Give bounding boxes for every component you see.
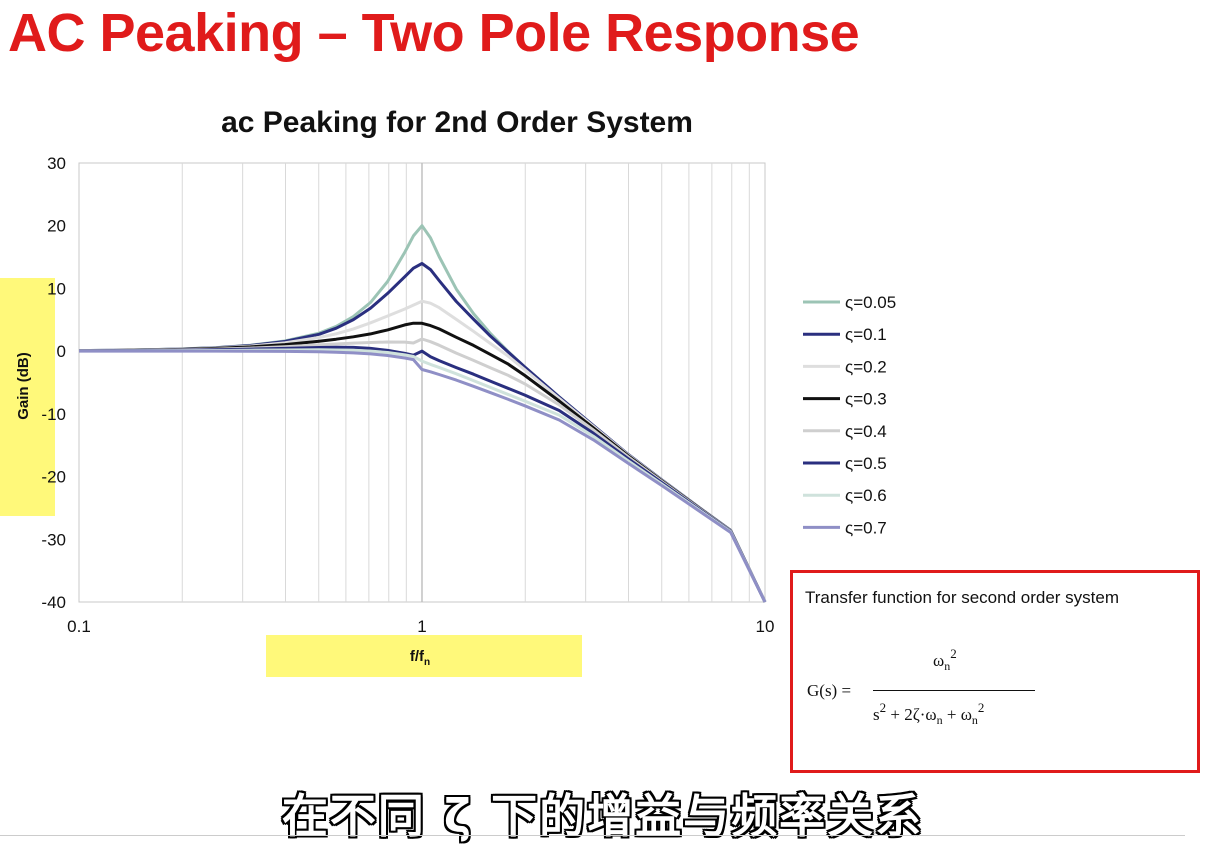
equation-denominator: s2 + 2ζ·ωn + ωn2 [873, 700, 985, 727]
equation-numerator: ωn2 [933, 646, 957, 673]
y-tick-label: 0 [57, 342, 66, 361]
x-axis-label: f/fn [410, 648, 430, 668]
transfer-function-equation: G(s) = ωn2 s2 + 2ζ·ωn + ωn2 [793, 633, 1203, 753]
series-line [79, 349, 767, 603]
legend-label: ς=0.4 [845, 422, 887, 441]
xlabel-highlight [266, 635, 582, 677]
legend-label: ς=0.2 [845, 357, 887, 376]
x-tick-label: 1 [417, 617, 426, 636]
chart-legend: ς=0.05 ς=0.1 ς=0.2 ς=0.3 ς=0.4 ς=0.5 ς=0.6 ς=0.… [803, 293, 896, 537]
equation-lhs: G(s) = [807, 681, 852, 700]
ylabel-highlight [0, 278, 55, 516]
bottom-divider [0, 835, 1185, 836]
legend-label: ς=0.7 [845, 518, 887, 537]
legend-label: ς=0.3 [845, 390, 887, 409]
y-tick-label: 10 [47, 279, 66, 298]
chart-grid [78, 162, 766, 603]
fraction-bar [873, 690, 1035, 691]
legend-label: ς=0.05 [845, 293, 896, 312]
y-tick-label: 30 [47, 154, 66, 173]
x-axis-label-main: f/f [410, 648, 425, 665]
legend-label: ς=0.5 [845, 454, 887, 473]
y-tick-label: -30 [41, 530, 66, 549]
x-tick-label: 10 [756, 617, 775, 636]
slide-title: AC Peaking – Two Pole Response [8, 3, 860, 63]
chart-series [78, 224, 767, 603]
y-tick-label: -20 [41, 468, 66, 487]
y-tick-label: -40 [41, 593, 66, 612]
y-tick-label: -10 [41, 405, 66, 424]
transfer-function-box: Transfer function for second order syste… [790, 570, 1200, 773]
transfer-function-caption: Transfer function for second order syste… [805, 588, 1120, 607]
x-axis-label-sub: n [424, 657, 430, 668]
video-subtitle: 在不同 ζ 下的增益与频率关系 [281, 789, 924, 843]
chart-axes: 30 20 10 0 -10 -20 -30 -400.1 1 10 [41, 154, 774, 636]
legend-label: ς=0.6 [845, 486, 887, 505]
y-tick-label: 20 [47, 217, 66, 236]
x-tick-label: 0.1 [67, 617, 91, 636]
legend-label: ς=0.1 [845, 325, 887, 344]
y-axis-label: Gain (dB) [15, 352, 32, 420]
chart-title: ac Peaking for 2nd Order System [221, 106, 693, 139]
